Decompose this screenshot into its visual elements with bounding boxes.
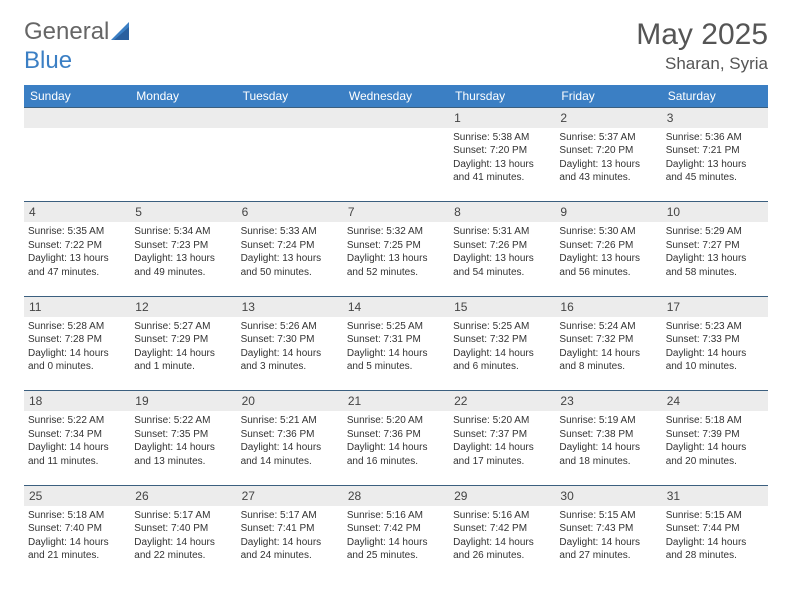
info-row: Sunrise: 5:35 AMSunset: 7:22 PMDaylight:… xyxy=(24,222,768,296)
title-block: May 2025 Sharan, Syria xyxy=(636,18,768,74)
day-info: Sunrise: 5:25 AMSunset: 7:31 PMDaylight:… xyxy=(343,317,449,378)
daynum-row: 11121314151617 xyxy=(24,296,768,317)
day-number: 15 xyxy=(449,297,555,317)
day-number: 12 xyxy=(130,297,236,317)
weekday-header: Saturday xyxy=(662,85,768,108)
day-info: Sunrise: 5:35 AMSunset: 7:22 PMDaylight:… xyxy=(24,222,130,283)
day-info: Sunrise: 5:33 AMSunset: 7:24 PMDaylight:… xyxy=(237,222,343,283)
daynum-row: 25262728293031 xyxy=(24,485,768,506)
day-number: 25 xyxy=(24,486,130,506)
day-number: 10 xyxy=(662,202,768,222)
sail-icon xyxy=(111,19,133,47)
day-number: 22 xyxy=(449,391,555,411)
day-info: Sunrise: 5:25 AMSunset: 7:32 PMDaylight:… xyxy=(449,317,555,378)
header: GeneralBlue May 2025 Sharan, Syria xyxy=(24,18,768,75)
day-number: 2 xyxy=(555,108,661,128)
day-info: Sunrise: 5:29 AMSunset: 7:27 PMDaylight:… xyxy=(662,222,768,283)
day-number: 27 xyxy=(237,486,343,506)
day-number: 11 xyxy=(24,297,130,317)
day-info: Sunrise: 5:20 AMSunset: 7:36 PMDaylight:… xyxy=(343,411,449,472)
day-number: 26 xyxy=(130,486,236,506)
day-info: Sunrise: 5:38 AMSunset: 7:20 PMDaylight:… xyxy=(449,128,555,189)
day-number: 8 xyxy=(449,202,555,222)
weekday-header-row: SundayMondayTuesdayWednesdayThursdayFrid… xyxy=(24,85,768,108)
day-info: Sunrise: 5:15 AMSunset: 7:43 PMDaylight:… xyxy=(555,506,661,567)
info-row: Sunrise: 5:38 AMSunset: 7:20 PMDaylight:… xyxy=(24,128,768,202)
empty-day xyxy=(24,108,130,114)
empty-day xyxy=(237,108,343,114)
day-number: 7 xyxy=(343,202,449,222)
day-number: 19 xyxy=(130,391,236,411)
month-title: May 2025 xyxy=(636,18,768,52)
weekday-header: Monday xyxy=(130,85,236,108)
day-number: 17 xyxy=(662,297,768,317)
info-row: Sunrise: 5:28 AMSunset: 7:28 PMDaylight:… xyxy=(24,317,768,391)
day-info: Sunrise: 5:18 AMSunset: 7:40 PMDaylight:… xyxy=(24,506,130,567)
day-info: Sunrise: 5:30 AMSunset: 7:26 PMDaylight:… xyxy=(555,222,661,283)
info-row: Sunrise: 5:22 AMSunset: 7:34 PMDaylight:… xyxy=(24,411,768,485)
day-info: Sunrise: 5:17 AMSunset: 7:41 PMDaylight:… xyxy=(237,506,343,567)
empty-day xyxy=(130,108,236,114)
day-number: 29 xyxy=(449,486,555,506)
day-info: Sunrise: 5:15 AMSunset: 7:44 PMDaylight:… xyxy=(662,506,768,567)
day-number: 5 xyxy=(130,202,236,222)
day-info: Sunrise: 5:28 AMSunset: 7:28 PMDaylight:… xyxy=(24,317,130,378)
day-info: Sunrise: 5:19 AMSunset: 7:38 PMDaylight:… xyxy=(555,411,661,472)
day-number: 4 xyxy=(24,202,130,222)
logo: GeneralBlue xyxy=(24,18,133,75)
day-number: 14 xyxy=(343,297,449,317)
weekday-header: Friday xyxy=(555,85,661,108)
day-number: 3 xyxy=(662,108,768,128)
day-number: 30 xyxy=(555,486,661,506)
day-info: Sunrise: 5:27 AMSunset: 7:29 PMDaylight:… xyxy=(130,317,236,378)
logo-part2: Blue xyxy=(24,47,72,74)
empty-day xyxy=(343,108,449,114)
day-info: Sunrise: 5:34 AMSunset: 7:23 PMDaylight:… xyxy=(130,222,236,283)
calendar-body: 123Sunrise: 5:38 AMSunset: 7:20 PMDaylig… xyxy=(24,107,768,580)
weekday-header: Tuesday xyxy=(237,85,343,108)
day-number: 23 xyxy=(555,391,661,411)
day-info: Sunrise: 5:16 AMSunset: 7:42 PMDaylight:… xyxy=(343,506,449,567)
day-info: Sunrise: 5:31 AMSunset: 7:26 PMDaylight:… xyxy=(449,222,555,283)
weekday-header: Thursday xyxy=(449,85,555,108)
day-number: 31 xyxy=(662,486,768,506)
day-info: Sunrise: 5:21 AMSunset: 7:36 PMDaylight:… xyxy=(237,411,343,472)
day-number: 18 xyxy=(24,391,130,411)
day-info: Sunrise: 5:16 AMSunset: 7:42 PMDaylight:… xyxy=(449,506,555,567)
day-number: 16 xyxy=(555,297,661,317)
daynum-row: 45678910 xyxy=(24,202,768,223)
day-number: 20 xyxy=(237,391,343,411)
location-label: Sharan, Syria xyxy=(636,54,768,74)
weekday-header: Wednesday xyxy=(343,85,449,108)
calendar-table: SundayMondayTuesdayWednesdayThursdayFrid… xyxy=(24,85,768,580)
day-info: Sunrise: 5:36 AMSunset: 7:21 PMDaylight:… xyxy=(662,128,768,189)
day-number: 24 xyxy=(662,391,768,411)
day-number: 1 xyxy=(449,108,555,128)
day-number: 21 xyxy=(343,391,449,411)
daynum-row: 18192021222324 xyxy=(24,391,768,412)
day-info: Sunrise: 5:18 AMSunset: 7:39 PMDaylight:… xyxy=(662,411,768,472)
day-number: 6 xyxy=(237,202,343,222)
day-info: Sunrise: 5:22 AMSunset: 7:35 PMDaylight:… xyxy=(130,411,236,472)
day-info: Sunrise: 5:32 AMSunset: 7:25 PMDaylight:… xyxy=(343,222,449,283)
day-number: 13 xyxy=(237,297,343,317)
day-info: Sunrise: 5:24 AMSunset: 7:32 PMDaylight:… xyxy=(555,317,661,378)
day-info: Sunrise: 5:23 AMSunset: 7:33 PMDaylight:… xyxy=(662,317,768,378)
day-info: Sunrise: 5:37 AMSunset: 7:20 PMDaylight:… xyxy=(555,128,661,189)
day-info: Sunrise: 5:17 AMSunset: 7:40 PMDaylight:… xyxy=(130,506,236,567)
weekday-header: Sunday xyxy=(24,85,130,108)
logo-part1: General xyxy=(24,18,109,45)
info-row: Sunrise: 5:18 AMSunset: 7:40 PMDaylight:… xyxy=(24,506,768,580)
calendar-head: SundayMondayTuesdayWednesdayThursdayFrid… xyxy=(24,85,768,108)
day-number: 9 xyxy=(555,202,661,222)
daynum-row: 123 xyxy=(24,107,768,128)
day-info: Sunrise: 5:20 AMSunset: 7:37 PMDaylight:… xyxy=(449,411,555,472)
day-info: Sunrise: 5:26 AMSunset: 7:30 PMDaylight:… xyxy=(237,317,343,378)
day-number: 28 xyxy=(343,486,449,506)
logo-text: GeneralBlue xyxy=(24,18,133,75)
day-info: Sunrise: 5:22 AMSunset: 7:34 PMDaylight:… xyxy=(24,411,130,472)
